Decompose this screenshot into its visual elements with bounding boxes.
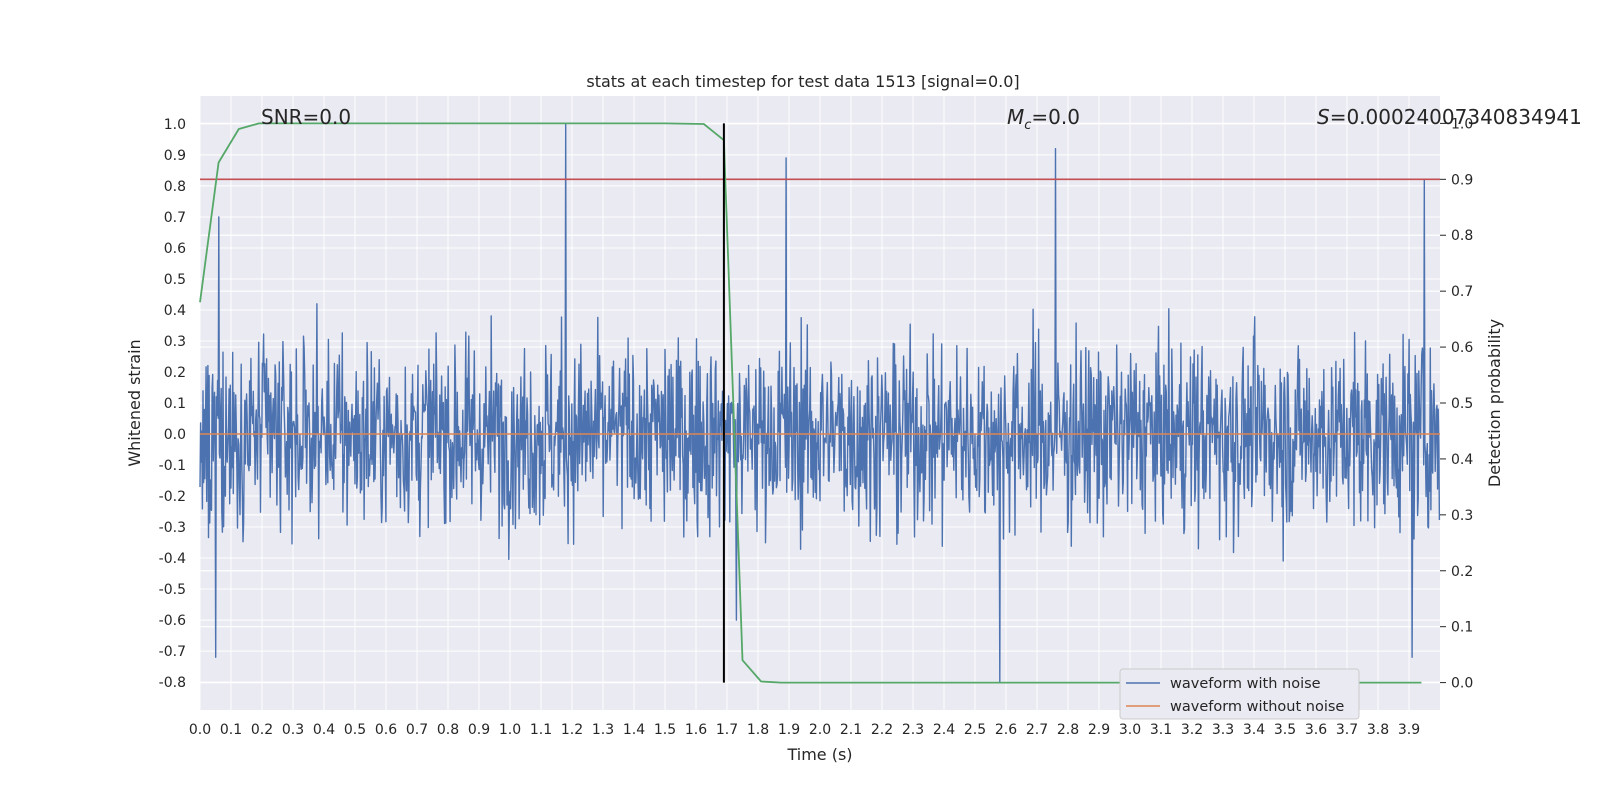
x-tick-label: 3.8	[1367, 722, 1389, 738]
left-y-tick-label: -0.2	[159, 489, 186, 505]
y-axis-label-left: Whitened strain	[125, 339, 144, 466]
right-y-tick-label: 0.4	[1451, 452, 1473, 468]
left-y-tick-labels: 1.0 0.9 0.8 0.7 0.6 0.5 0.4 0.3 0.2 0.1 0.0 -0.1 -0.…	[159, 117, 186, 691]
x-tick-label: 1.9	[778, 722, 800, 738]
right-y-tick-labels: 1.0 0.9 0.8 0.7 0.6 0.5 0.4 0.3 0.2 0.1 0.0	[1440, 116, 1473, 692]
x-tick-label: 2.2	[871, 722, 893, 738]
right-y-tick-label: 0.7	[1451, 284, 1473, 300]
chart-title: stats at each timestep for test data 151…	[586, 72, 1019, 91]
right-y-tick-label: 1.0	[1451, 116, 1473, 132]
x-tick-label: 1.6	[685, 722, 707, 738]
x-tick-label: 2.8	[1057, 722, 1079, 738]
s-symbol: S	[1317, 105, 1330, 129]
s-value: =0.00024007340834941	[1330, 105, 1582, 129]
x-tick-label: 2.1	[840, 722, 862, 738]
x-axis-label: Time (s)	[786, 745, 852, 764]
left-y-tick-label: 0.3	[164, 334, 186, 350]
right-y-tick-label: 0.9	[1451, 172, 1473, 188]
s-annotation: S=0.00024007340834941	[1317, 105, 1582, 129]
detection-probability-line	[199, 122, 1422, 684]
x-tick-label: 1.4	[623, 722, 645, 738]
x-tick-label: 3.1	[1150, 722, 1172, 738]
chirp-mass-value: =0.0	[1031, 105, 1080, 129]
left-y-tick-label: -0.5	[159, 582, 186, 598]
legend-label-clean: waveform without noise	[1170, 699, 1344, 715]
x-tick-label: 3.9	[1398, 722, 1420, 738]
x-tick-label: 0.0	[189, 722, 211, 738]
right-y-tick-label: 0.2	[1451, 564, 1473, 580]
left-y-tick-label: 0.2	[164, 365, 186, 381]
left-y-tick-label: 0.1	[164, 396, 186, 412]
chirp-mass-symbol: M	[1007, 105, 1024, 129]
x-tick-label: 3.7	[1336, 722, 1358, 738]
x-tick-label: 2.7	[1026, 722, 1048, 738]
x-tick-label: 0.4	[313, 722, 335, 738]
x-tick-label: 0.9	[468, 722, 490, 738]
left-y-tick-label: 0.0	[164, 427, 186, 443]
x-tick-label: 3.3	[1212, 722, 1234, 738]
y-axis-label-right: Detection probability	[1485, 319, 1504, 487]
left-y-tick-label: 0.8	[164, 179, 186, 195]
snr-annotation: SNR=0.0	[261, 105, 351, 129]
chirp-mass-annotation: Mc=0.0	[1007, 105, 1080, 133]
right-y-tick-label: 0.3	[1451, 508, 1473, 524]
right-y-tick-label: 0.5	[1451, 396, 1473, 412]
x-tick-label: 2.0	[809, 722, 831, 738]
right-y-tick-label: 0.1	[1451, 620, 1473, 636]
left-y-tick-label: -0.4	[159, 551, 186, 567]
x-tick-label: 0.6	[375, 722, 397, 738]
right-y-tick-label: 0.0	[1451, 676, 1473, 692]
left-y-tick-label: 0.4	[164, 303, 186, 319]
x-tick-label: 3.2	[1181, 722, 1203, 738]
left-y-tick-label: -0.1	[159, 458, 186, 474]
x-tick-label: 3.0	[1119, 722, 1141, 738]
legend-label-noise: waveform with noise	[1170, 676, 1321, 692]
x-tick-label: 0.5	[344, 722, 366, 738]
legend-box	[1119, 668, 1360, 720]
overlay-series	[199, 122, 1440, 684]
x-tick-label: 2.4	[933, 722, 955, 738]
left-y-tick-label: -0.8	[159, 675, 186, 691]
x-tick-label: 0.7	[406, 722, 428, 738]
right-y-tick-label: 0.8	[1451, 228, 1473, 244]
x-tick-label: 0.8	[437, 722, 459, 738]
x-tick-label: 1.5	[654, 722, 676, 738]
left-y-tick-label: -0.3	[159, 520, 186, 536]
left-y-tick-label: 1.0	[164, 117, 186, 133]
x-tick-label: 3.4	[1243, 722, 1265, 738]
legend: waveform with noise waveform without noi…	[1119, 668, 1360, 720]
left-y-tick-label: 0.9	[164, 148, 186, 164]
left-y-tick-label: -0.6	[159, 613, 186, 629]
x-tick-label: 1.3	[592, 722, 614, 738]
left-y-tick-label: 0.5	[164, 272, 186, 288]
x-tick-label: 1.2	[561, 722, 583, 738]
x-tick-label: 0.2	[251, 722, 273, 738]
left-y-tick-label: 0.6	[164, 241, 186, 257]
right-y-tick-label: 0.6	[1451, 340, 1473, 356]
left-y-tick-label: -0.7	[159, 644, 186, 660]
x-tick-label: 3.5	[1274, 722, 1296, 738]
x-tick-label: 1.8	[747, 722, 769, 738]
x-tick-label: 1.1	[530, 722, 552, 738]
x-tick-label: 2.3	[902, 722, 924, 738]
x-tick-label: 1.7	[716, 722, 738, 738]
waveform-with-noise-line	[199, 123, 1441, 683]
chirp-mass-subscript: c	[1024, 118, 1031, 133]
x-tick-label: 2.6	[995, 722, 1017, 738]
x-tick-label: 2.5	[964, 722, 986, 738]
x-tick-label: 1.0	[499, 722, 521, 738]
x-tick-label: 3.6	[1305, 722, 1327, 738]
x-tick-label: 0.1	[220, 722, 242, 738]
x-tick-label: 0.3	[282, 722, 304, 738]
x-tick-labels: 0.0 0.1 0.2 0.3 0.4 0.5 0.6 0.7 0.8 0.9 1.0 1.1 1.2 1…	[189, 722, 1420, 738]
x-tick-label: 2.9	[1088, 722, 1110, 738]
left-y-tick-label: 0.7	[164, 210, 186, 226]
waveform-with-noise-series	[199, 123, 1441, 683]
